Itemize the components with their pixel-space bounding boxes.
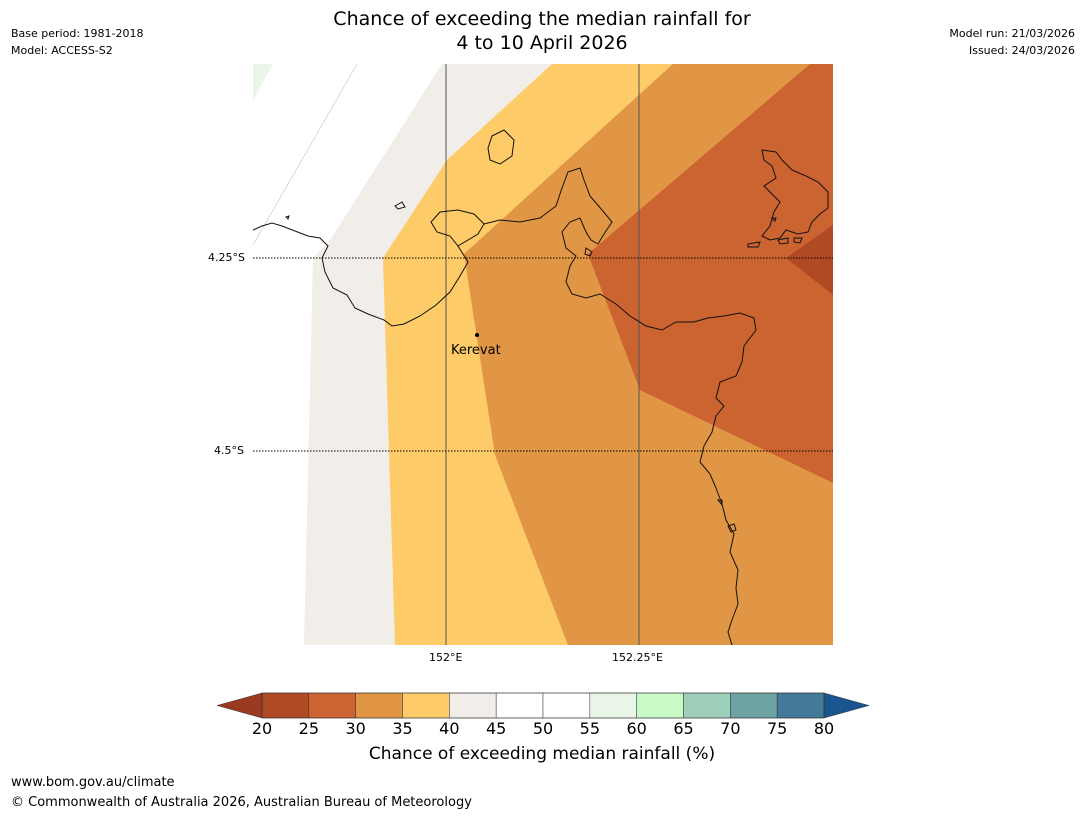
- kerevat-label: Kerevat: [451, 343, 501, 358]
- colorbar-tick-label: 70: [720, 719, 741, 738]
- coastline-islet-5: [793, 237, 803, 244]
- colorbar-tick-label: 40: [439, 719, 460, 738]
- model-name: Model: ACCESS-S2: [11, 44, 113, 57]
- colorbar-title: Chance of exceeding median rainfall (%): [368, 744, 716, 764]
- colorbar-tick-label: 30: [345, 719, 366, 738]
- colorbar-cell: [683, 692, 731, 719]
- coastline-islet-8: [716, 499, 723, 507]
- title-line-1: Chance of exceeding the median rainfall …: [333, 8, 751, 30]
- colorbar-cell: [776, 692, 825, 719]
- colorbar-cell: [308, 692, 356, 719]
- lon-label-152-25: 152.25°E: [612, 651, 663, 664]
- coastline: [252, 129, 829, 646]
- lon-label-152: 152°E: [429, 651, 463, 664]
- coastline-islet-2: [285, 215, 290, 220]
- issued-date: Issued: 24/03/2026: [968, 44, 1075, 57]
- coastline-bay-island: [584, 247, 593, 257]
- contour-edge: [252, 63, 358, 246]
- footer-url[interactable]: www.bom.gov.au/climate: [11, 775, 175, 790]
- colorbar-cell: [589, 692, 637, 719]
- colorbar-cell: [542, 692, 591, 719]
- colorbar-cell: [636, 692, 684, 719]
- coastline-islet-3: [747, 241, 761, 248]
- colorbar-tick-label: 80: [813, 719, 835, 738]
- coastline-new-ireland: [761, 149, 829, 241]
- kerevat-marker[interactable]: [475, 333, 479, 337]
- map-title: Chance of exceeding the median rainfall …: [242, 7, 842, 55]
- colorbar-tick-label: 20: [251, 719, 273, 738]
- coastline-islet-4: [777, 237, 789, 245]
- coastline-islet-6: [770, 217, 777, 222]
- colorbar-cell: [449, 692, 497, 719]
- colorbar-over-arrow: [823, 692, 870, 719]
- colorbar-tick-label: 60: [626, 719, 647, 738]
- title-line-2: 4 to 10 April 2026: [456, 32, 628, 54]
- colorbar-frame: [261, 692, 825, 719]
- colorbar-cell: [261, 692, 310, 719]
- region-55-60: [253, 64, 273, 100]
- colorbar-tick-label: 50: [532, 719, 554, 738]
- model-run: Model run: 21/03/2026: [949, 27, 1075, 40]
- colorbar-cells: [261, 692, 825, 719]
- colorbar-tick-label: 75: [766, 719, 788, 738]
- base-period: Base period: 1981-2018: [11, 27, 144, 40]
- coastline-island-north: [487, 129, 515, 165]
- colorbar-cell: [355, 692, 403, 719]
- meta-right: Model run: 21/03/2026 Issued: 24/03/2026: [949, 25, 1075, 59]
- colorbar-tick-label: 25: [298, 719, 319, 738]
- colorbar-tick-label: 35: [392, 719, 413, 738]
- colorbar-under-arrow: [216, 692, 263, 719]
- colorbar-tick-label: 65: [673, 719, 694, 738]
- colorbar-cell: [730, 692, 778, 719]
- lat-label-4-25: 4.25°S: [208, 251, 245, 264]
- footer-copyright: © Commonwealth of Australia 2026, Austra…: [11, 795, 472, 810]
- meta-left: Base period: 1981-2018 Model: ACCESS-S2: [11, 25, 143, 59]
- coastline-islet-7: [727, 523, 737, 533]
- region-45-55: [253, 64, 442, 645]
- lat-label-4-5: 4.5°S: [214, 444, 244, 457]
- coastline-islet-1: [394, 201, 406, 210]
- colorbar-tick-label: 55: [579, 719, 600, 738]
- colorbar-cell: [495, 692, 544, 719]
- coastline-main: [252, 167, 757, 646]
- colorbar-cell: [402, 692, 450, 719]
- colorbar-tick-label: 45: [485, 719, 507, 738]
